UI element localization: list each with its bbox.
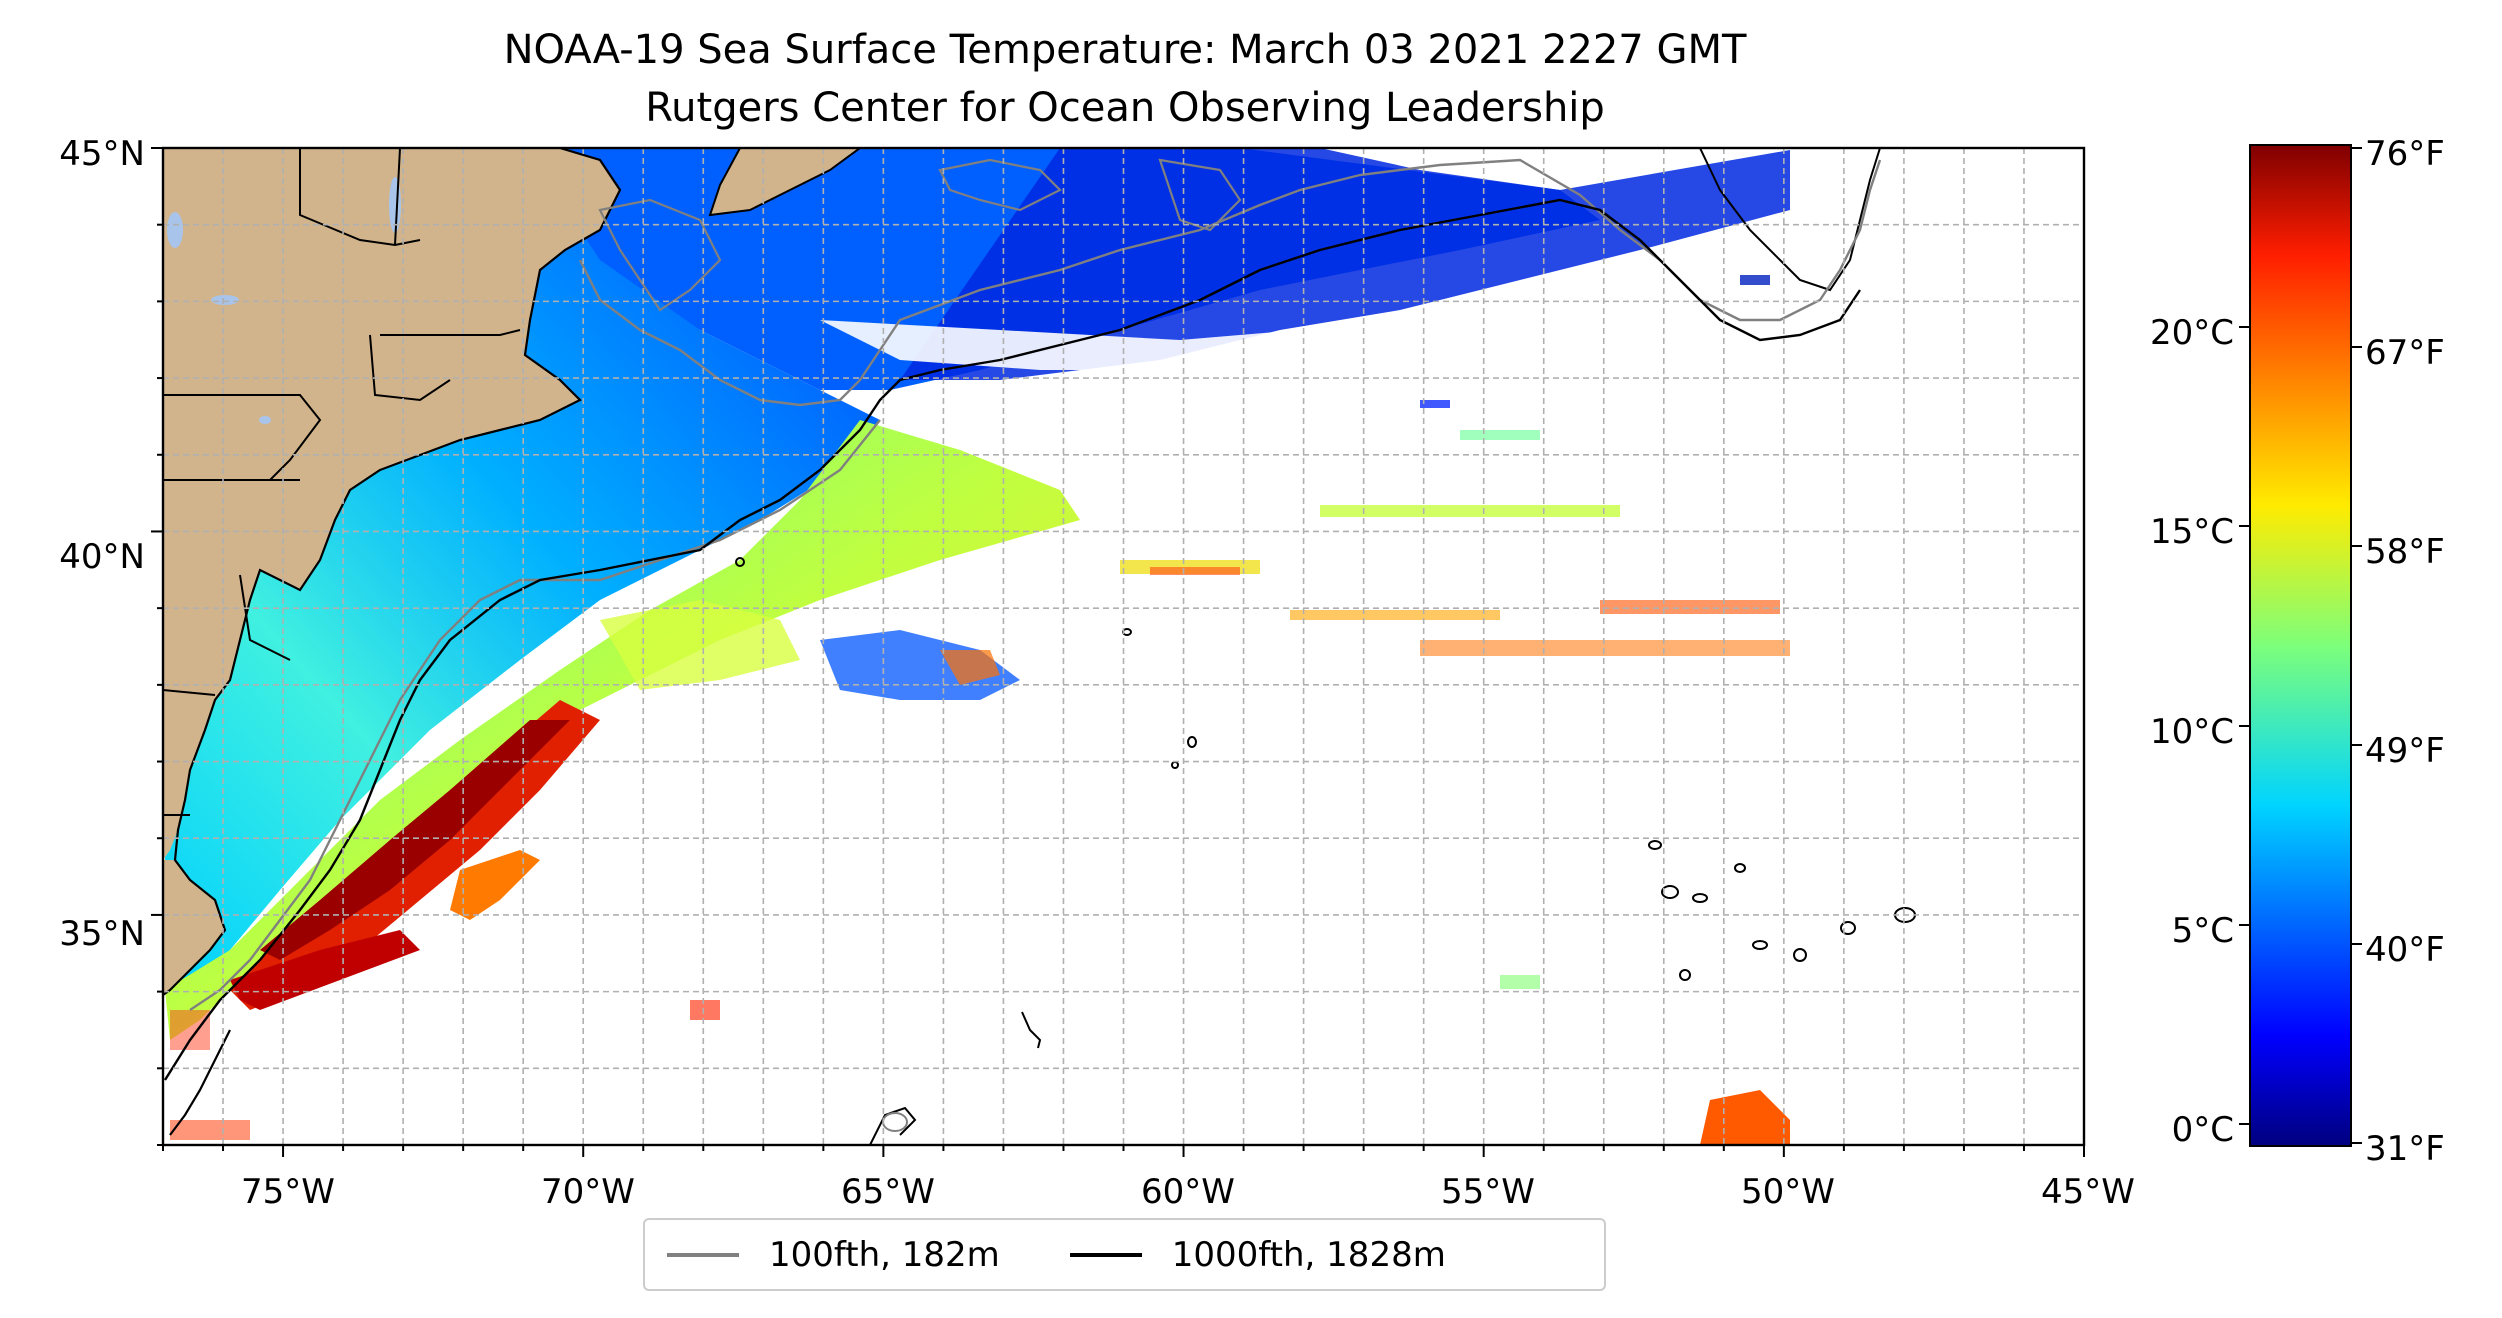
legend-label-1000fth: 1000fth, 1828m	[1171, 1234, 1446, 1275]
lat-tick-45n: 45°N	[59, 134, 145, 174]
isobath-100fth-gulf-maine	[598, 158, 1242, 312]
c-tick-10: 10°C	[2150, 712, 2234, 752]
land-cape-hatteras	[163, 860, 225, 995]
c-tick-15: 15°C	[2150, 512, 2234, 552]
coastline-newfoundland	[1699, 148, 1881, 292]
sst-map	[163, 148, 2084, 1145]
legend: 100fth, 182m 1000fth, 1828m	[643, 1218, 1606, 1291]
slope-water-plume	[600, 600, 800, 690]
legend-swatch-100fth	[667, 1252, 739, 1257]
lon-tick-labels: 75°W 70°W 65°W 60°W 55°W 50°W 45°W	[241, 1172, 2135, 1212]
lon-tick-50w: 50°W	[1741, 1172, 1835, 1212]
chart-title: NOAA-19 Sea Surface Temperature: March 0…	[503, 27, 1747, 73]
legend-item-100fth: 100fth, 182m	[667, 1235, 1000, 1275]
f-tick-67: 67°F	[2365, 333, 2445, 373]
lon-tick-70w: 70°W	[541, 1172, 635, 1212]
legend-item-1000fth: 1000fth, 1828m	[1069, 1234, 1446, 1275]
c-tick-5: 5°C	[2172, 911, 2234, 951]
f-tick-58: 58°F	[2365, 532, 2445, 572]
lon-tick-75w: 75°W	[241, 1172, 335, 1212]
lon-tick-45w: 45°W	[2041, 1172, 2135, 1212]
shelf-break-water	[165, 420, 1080, 1040]
c-tick-20: 20°C	[2150, 313, 2234, 353]
colorbar: 76°F 67°F 58°F 49°F 40°F 31°F 20°C 15°C …	[2150, 134, 2445, 1169]
f-tick-49: 49°F	[2365, 731, 2445, 771]
cold-water-offshore	[900, 148, 1790, 380]
colorbar-gradient	[2249, 144, 2352, 1147]
lat-tick-labels: 35°N 40°N 45°N	[59, 134, 145, 954]
land-nova-scotia	[710, 148, 860, 215]
gulf-stream-core	[260, 720, 570, 960]
land	[163, 148, 620, 860]
f-tick-76: 76°F	[2365, 134, 2445, 174]
c-tick-0: 0°C	[2172, 1110, 2234, 1150]
axis-ticks	[151, 147, 2085, 1157]
coastline	[163, 148, 622, 996]
gulf-stream-filament	[230, 930, 420, 1010]
legend-swatch-1000fth	[1069, 1252, 1142, 1257]
south-warm-patch	[1700, 1090, 1790, 1145]
gridlines	[163, 148, 2084, 1145]
warm-eddy	[450, 850, 540, 920]
isobath-1000fth	[163, 198, 1861, 1081]
f-tick-40: 40°F	[2365, 930, 2445, 970]
f-tick-31: 31°F	[2365, 1129, 2445, 1169]
legend-label-100fth: 100fth, 182m	[769, 1234, 1000, 1275]
lat-tick-40n: 40°N	[59, 537, 145, 577]
lon-tick-65w: 65°W	[841, 1172, 935, 1212]
celsius-tick-labels: 20°C 15°C 10°C 5°C 0°C	[2150, 313, 2234, 1150]
lat-tick-35n: 35°N	[59, 914, 145, 954]
isobath-1000fth-south	[169, 1029, 231, 1136]
lon-tick-55w: 55°W	[1441, 1172, 1535, 1212]
offshore-warm-patch	[940, 650, 1000, 685]
coastline-nova-scotia	[708, 148, 862, 217]
fahrenheit-tick-labels: 76°F 67°F 58°F 49°F 40°F 31°F	[2365, 134, 2445, 1169]
isobath-100fth	[189, 158, 1882, 1011]
chart-subtitle: Rutgers Center for Ocean Observing Leade…	[645, 85, 1605, 131]
lon-tick-60w: 60°W	[1141, 1172, 1235, 1212]
